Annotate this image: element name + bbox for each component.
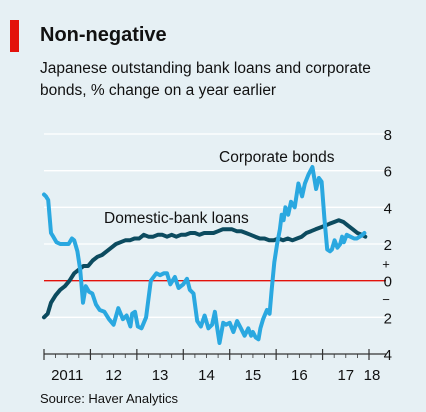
y-tick-label: 4 bbox=[384, 347, 392, 364]
series-line-corporate-bonds bbox=[42, 165, 367, 345]
x-tick-label: 12 bbox=[105, 367, 122, 384]
y-sign-negative: − bbox=[382, 292, 390, 307]
brand-accent-bar bbox=[10, 20, 19, 52]
x-tick-label: 2011 bbox=[51, 367, 83, 384]
x-tick-label: 15 bbox=[245, 367, 262, 384]
series-annotations: Corporate bonds Domestic-bank loans bbox=[104, 149, 335, 227]
x-tick-label: 16 bbox=[291, 367, 308, 384]
chart-subtitle: Japanese outstanding bank loans and corp… bbox=[40, 60, 371, 99]
x-tick-label: 18 bbox=[364, 367, 381, 384]
y-tick-label: 8 bbox=[384, 127, 392, 144]
x-axis: 2011 12 13 14 15 16 17 18 bbox=[43, 349, 386, 384]
series-label: Domestic-bank loans bbox=[104, 210, 249, 227]
y-tick-label: 6 bbox=[384, 164, 392, 181]
y-tick-label: 4 bbox=[384, 200, 392, 217]
x-tick-label: 13 bbox=[152, 367, 169, 384]
x-tick-label: 17 bbox=[337, 367, 354, 384]
x-tick-label: 14 bbox=[198, 367, 215, 384]
series-line-domestic-bank-loans bbox=[42, 218, 368, 320]
y-tick-label: 2 bbox=[384, 237, 392, 254]
y-axis-labels: 8 6 4 2 0 2 4 + − bbox=[382, 127, 392, 364]
y-tick-label: 2 bbox=[384, 310, 392, 327]
source-note: Source: Haver Analytics bbox=[40, 391, 179, 406]
y-tick-label: 0 bbox=[384, 274, 392, 291]
chart-title: Non-negative bbox=[40, 24, 167, 46]
series-lines bbox=[42, 165, 368, 345]
y-sign-positive: + bbox=[382, 256, 390, 271]
series-label: Corporate bonds bbox=[219, 149, 335, 166]
